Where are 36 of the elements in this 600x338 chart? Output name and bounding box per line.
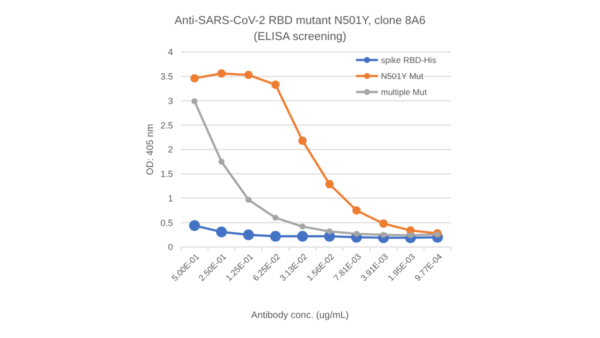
legend-label: N501Y Mut — [381, 70, 424, 81]
y-tick-label: 2.5 — [160, 120, 173, 130]
y-tick-label: 0 — [168, 242, 173, 252]
y-tick-label: 1 — [168, 193, 173, 204]
chart-title: Anti-SARS-CoV-2 RBD mutant N501Y, clone 8A6 — [174, 15, 426, 27]
y-axis-title: OD: 405 nm — [145, 124, 156, 176]
point — [354, 230, 360, 237]
y-tick-label: 3 — [168, 96, 173, 106]
point — [189, 220, 200, 231]
x-axis-title: Antibody conc. (ug/mL) — [251, 310, 349, 321]
point — [325, 180, 334, 188]
point — [326, 228, 332, 234]
point — [216, 226, 227, 238]
point — [298, 136, 307, 145]
y-tick-label: 4 — [168, 47, 173, 58]
point — [271, 80, 280, 89]
y-tick-label: 1.5 — [160, 169, 173, 180]
point — [246, 196, 252, 203]
point — [272, 214, 278, 221]
point — [217, 69, 226, 78]
point — [218, 158, 224, 165]
legend-label: spike RBD-His — [381, 54, 436, 65]
y-tick-label: 0.5 — [160, 218, 173, 228]
point — [270, 230, 281, 242]
chart-subtitle: (ELISA screening) — [254, 31, 347, 43]
legend-label: multiple Mut — [381, 86, 428, 97]
point — [190, 74, 199, 83]
point — [244, 70, 253, 80]
point — [297, 230, 308, 242]
y-tick-label: 3.5 — [160, 72, 173, 82]
point — [243, 229, 254, 240]
point — [379, 219, 388, 228]
point — [300, 224, 306, 230]
y-tick-label: 2 — [168, 144, 173, 155]
point — [352, 206, 361, 215]
point — [192, 98, 198, 104]
